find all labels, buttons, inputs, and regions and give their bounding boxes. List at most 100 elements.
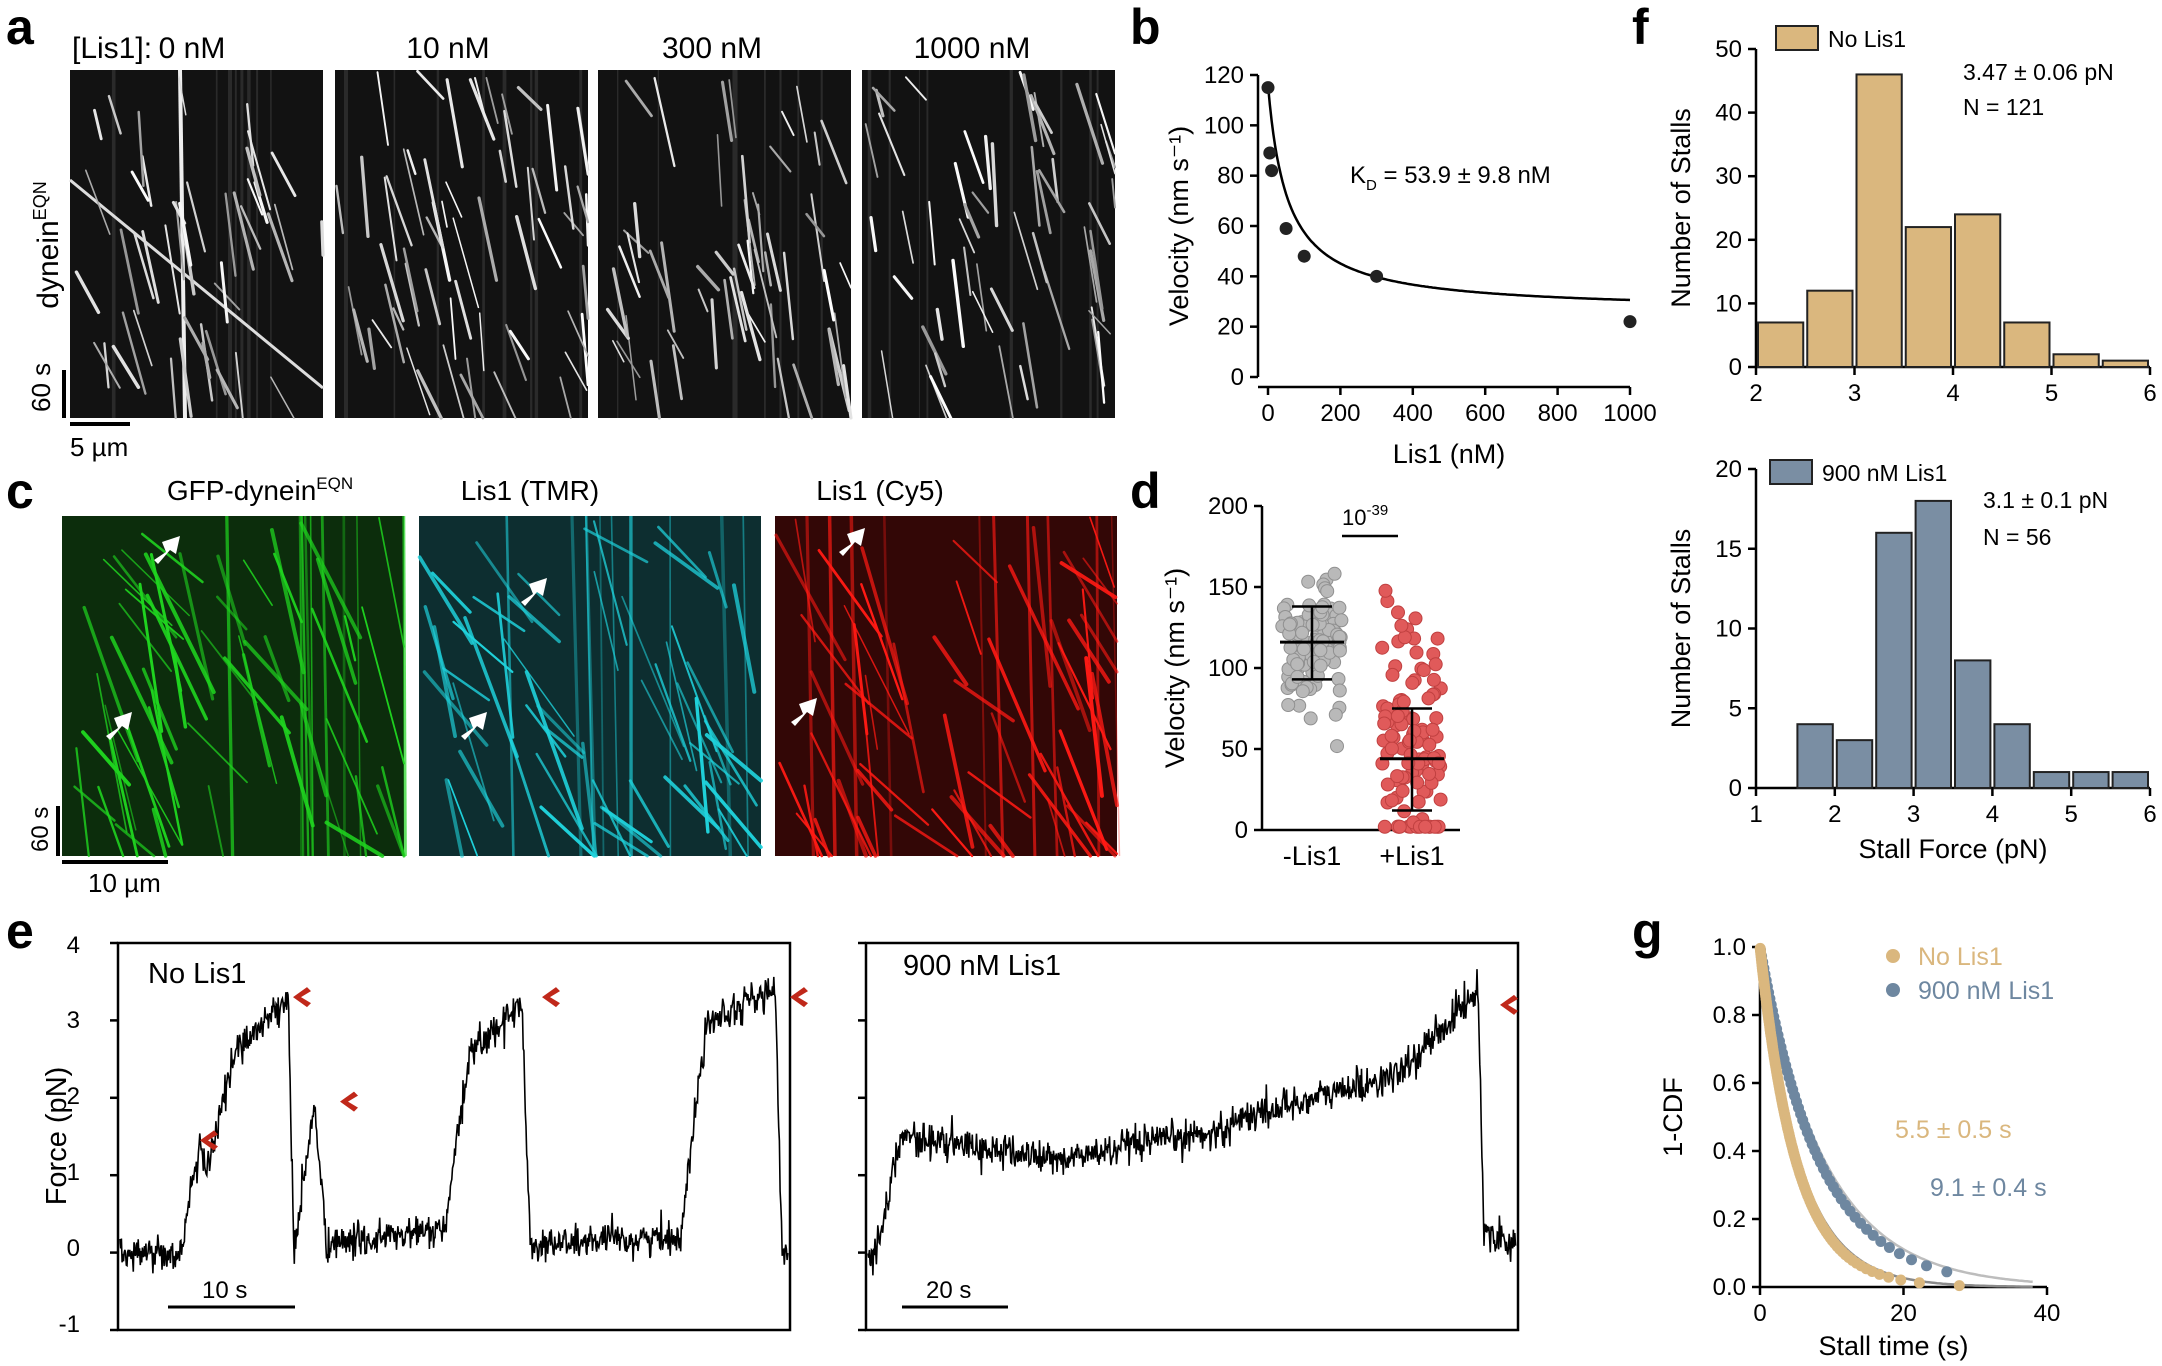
- f-bar: [2111, 771, 2150, 789]
- kymo-c-streak: [856, 815, 878, 858]
- kymo-a-streak: [416, 69, 445, 100]
- g-fit-no-lis1: 5.5 ± 0.5 s: [1895, 1116, 2012, 1144]
- kymo-c-streak: [222, 656, 291, 735]
- kymo-c-streak: [324, 820, 385, 858]
- d-data-point: [1295, 625, 1310, 640]
- kymo-c-streak: [121, 549, 190, 617]
- kymograph-1000nM: [862, 70, 1115, 418]
- white-arrow-icon: [106, 712, 132, 740]
- kymo-a-streak: [618, 245, 641, 298]
- b-xtick-label: 200: [1320, 400, 1360, 427]
- kymo-c-streak: [1085, 821, 1119, 855]
- d-data-point: [1421, 691, 1436, 706]
- d-ylabel: Velocity (nm s⁻¹): [1160, 568, 1190, 768]
- kymo-a-streak: [737, 243, 756, 290]
- kymo-c-streak: [670, 625, 718, 753]
- d-category-label: +Lis1: [1379, 841, 1444, 871]
- trace-scale-right: 20 s: [926, 1277, 971, 1304]
- g-data-point: [1874, 1268, 1885, 1280]
- panel-f-letter: f: [1632, 0, 1649, 55]
- kymo-a-streak: [452, 217, 480, 309]
- f-bar: [1796, 723, 1834, 790]
- panel-a-cond-3: 300 nM: [662, 32, 762, 65]
- kymo-a-streak: [245, 146, 262, 197]
- kymo-c-streak: [1046, 797, 1066, 857]
- kymo-a-streak: [921, 325, 948, 376]
- kymo-a-streak: [827, 328, 841, 387]
- kymo-a-streak: [740, 154, 751, 244]
- red-chevron-icon: [200, 1130, 218, 1151]
- kymo-a-streak: [990, 142, 999, 228]
- kymo-c-streak: [592, 520, 628, 646]
- kymo-a-streak: [1088, 310, 1111, 335]
- kymo-c-vert-line: [1025, 515, 1037, 857]
- kymo-a-streak: [505, 323, 527, 382]
- kymo-c-streak: [150, 689, 184, 846]
- kymo-c-streak: [343, 615, 357, 662]
- kymo-a-streak: [732, 267, 748, 331]
- d-data-point: [1295, 684, 1310, 699]
- kymo-a-streak: [1035, 169, 1052, 235]
- kymo-c-vert-line: [1095, 515, 1101, 857]
- kymo-a-streak: [204, 329, 227, 396]
- kymo-c-streak: [279, 715, 315, 828]
- kymo-c-streak: [942, 713, 975, 849]
- d-data-point: [1377, 716, 1392, 731]
- b-xtick-label: 800: [1538, 400, 1578, 427]
- kymo-c-streak: [893, 814, 959, 858]
- kymo-c-streak: [1062, 550, 1119, 643]
- kymo-a-streak: [649, 359, 661, 420]
- kymo-a-streak: [963, 246, 972, 297]
- b-ytick-label: 60: [1217, 213, 1244, 240]
- b-data-point: [1263, 146, 1277, 160]
- panel-a-cond-4: 1000 nM: [914, 32, 1031, 65]
- f-ytick-label: 15: [1715, 536, 1742, 563]
- f-ytick-label: 20: [1715, 456, 1742, 483]
- kymo-c-streak: [124, 588, 185, 640]
- kymo-a-long-streak: [69, 178, 324, 390]
- kymo-a-streak: [935, 307, 944, 341]
- d-data-point: [1334, 613, 1349, 628]
- e-ytick-m1: -1: [59, 1311, 80, 1338]
- g-data-point: [1895, 1274, 1907, 1286]
- kymo-a-streak: [989, 287, 1014, 332]
- kymo-a-streak: [842, 364, 853, 420]
- kymo-a-streak: [971, 191, 990, 214]
- kymo-a-streak: [963, 130, 985, 184]
- kymo-a-streak: [175, 200, 185, 281]
- trace-frame-right: [864, 941, 1520, 1332]
- kymo-c-streak: [442, 667, 491, 702]
- kymo-a-streak: [1111, 178, 1116, 209]
- f-bar: [2052, 353, 2100, 368]
- kymo-c-streak: [932, 635, 969, 687]
- kymo-a-streak: [485, 77, 499, 124]
- f-bar: [1806, 289, 1854, 368]
- kymograph-300nM: [598, 70, 851, 418]
- white-arrow-icon: [791, 698, 817, 726]
- kymo-a-streak: [1097, 330, 1106, 404]
- kymo-a-streak: [1019, 364, 1029, 401]
- kymo-a-streak: [1013, 211, 1039, 291]
- b-ytick-label: 0: [1231, 364, 1244, 391]
- d-ytick-label: 50: [1221, 736, 1248, 763]
- f-bar: [1904, 226, 1952, 368]
- kymo-a-streak: [416, 369, 443, 420]
- d-data-point: [1395, 783, 1410, 798]
- kymo-a-streak: [1031, 231, 1049, 284]
- red-chevron-icon: [542, 987, 560, 1008]
- kymo-c-streak: [141, 667, 178, 751]
- kymo-c-streak: [124, 719, 171, 848]
- kymo-c-streak: [97, 785, 125, 858]
- kymo-a-streak: [546, 103, 559, 192]
- kymo-a-streak: [728, 79, 737, 139]
- kymo-a-streak: [928, 200, 936, 266]
- kymo-a-streak: [796, 85, 808, 143]
- kymo-c-streak: [475, 541, 534, 624]
- kymo-a-streak: [605, 307, 630, 340]
- kymo-a-streak: [792, 363, 814, 420]
- kymo-a-streak: [563, 165, 575, 230]
- kymo-c-streak: [593, 570, 619, 672]
- kymo-a-streak: [441, 200, 448, 228]
